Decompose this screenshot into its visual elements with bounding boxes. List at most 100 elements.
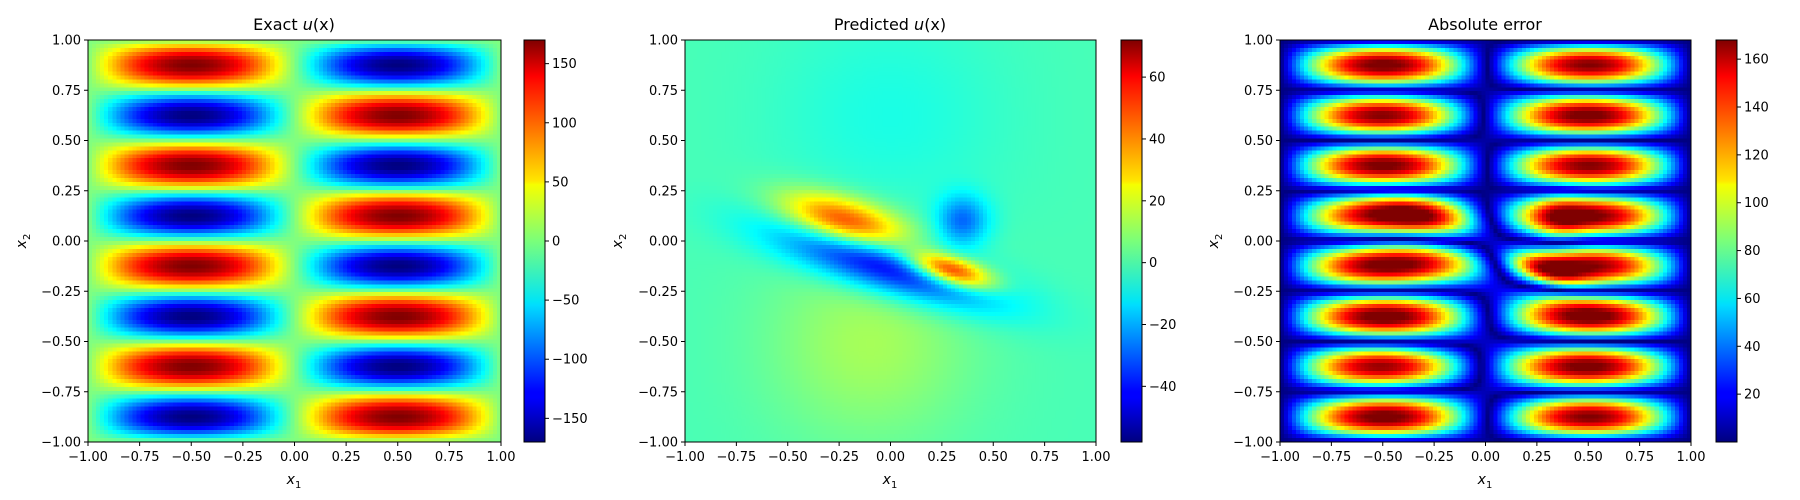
y-tick-label: −0.25 <box>638 285 678 300</box>
y-tick-label: −0.25 <box>1233 285 1273 300</box>
x-tick-label: 0.50 <box>383 450 412 465</box>
panel-title-predicted: Predicted u(x) <box>834 15 946 34</box>
y-tick-label: −0.25 <box>41 285 81 300</box>
y-ticks-absolute-error: −1.00 −0.75 −0.50 −0.25 0.00 0.25 0.50 0.75 1.00 <box>1233 34 1280 451</box>
x-tick-label: −0.25 <box>1414 450 1454 465</box>
x-tick-label: 0.50 <box>979 450 1008 465</box>
x-axis-label-exact: x1 <box>286 472 302 491</box>
x-ticks-absolute-error: −1.00 −0.75 −0.50 −0.25 0.00 0.25 0.50 0.75 1.00 <box>1260 442 1705 465</box>
panel-exact: Exact u(x) −1.00 −0.75 −0.50 −0.25 0.00 0.25 0… <box>14 15 588 491</box>
x-tick-label: −1.00 <box>665 450 705 465</box>
x-tick-label: −0.75 <box>1311 450 1351 465</box>
y-tick-label: 0.00 <box>1244 235 1273 250</box>
x-tick-label: 0.00 <box>876 450 905 465</box>
y-ticks-predicted: −1.00 −0.75 −0.50 −0.25 0.00 0.25 0.50 0.75 1.00 <box>638 34 685 451</box>
y-tick-label: −0.75 <box>638 385 678 400</box>
y-axis-label-predicted: x2 <box>610 234 629 250</box>
x-tick-label: 0.25 <box>927 450 956 465</box>
x-tick-label: 1.00 <box>1677 450 1706 465</box>
y-tick-label: −0.50 <box>1233 335 1273 350</box>
colorbar-ticks-predicted: −40 −20 0 20 40 60 <box>1142 71 1176 395</box>
y-tick-label: 0.50 <box>649 134 678 149</box>
heatmap-canvas-predicted <box>685 40 1096 442</box>
colorbar-absolute-error <box>1715 39 1738 443</box>
x-tick-label: 0.75 <box>1625 450 1654 465</box>
x-tick-label: 0.75 <box>1030 450 1059 465</box>
y-tick-label: 0.25 <box>1244 184 1273 199</box>
y-tick-label: 0.75 <box>1244 84 1273 99</box>
x-tick-label: −0.75 <box>120 450 160 465</box>
colorbar-tick-label: 0 <box>552 235 560 250</box>
y-axis-label-exact: x2 <box>14 234 33 250</box>
y-tick-label: 0.50 <box>52 134 81 149</box>
colorbar-exact <box>523 39 546 443</box>
colorbar-tick-label: 60 <box>1149 71 1166 86</box>
colorbar-tick-label: 120 <box>1744 148 1769 163</box>
colorbar-tick-label: −50 <box>552 294 579 309</box>
colorbar-tick-label: 40 <box>1744 340 1761 355</box>
panel-absolute-error: Absolute error −1.00 −0.75 −0.50 −0.25 0.00 0… <box>1206 15 1769 491</box>
colorbar-tick-label: −150 <box>552 412 588 427</box>
y-tick-label: 0.25 <box>52 184 81 199</box>
y-axis-label-absolute-error: x2 <box>1206 234 1225 250</box>
y-tick-label: 0.75 <box>52 84 81 99</box>
y-tick-label: 1.00 <box>52 34 81 49</box>
y-tick-label: −1.00 <box>638 436 678 451</box>
heatmap-canvas-exact <box>88 40 501 442</box>
x-tick-label: 0.25 <box>1522 450 1551 465</box>
heatmap-canvas-absolute-error <box>1280 40 1691 442</box>
colorbar-tick-label: 60 <box>1744 292 1761 307</box>
heatmap-absolute-error <box>1280 40 1691 442</box>
x-tick-label: 0.00 <box>1471 450 1500 465</box>
colorbar-ticks-exact: −150 −100 −50 0 50 100 150 <box>545 57 588 427</box>
panel-title-exact: Exact u(x) <box>253 15 335 34</box>
colorbar-tick-label: 0 <box>1149 256 1157 271</box>
colorbar-tick-label: 160 <box>1744 53 1769 68</box>
x-axis-label-absolute-error: x1 <box>1477 472 1493 491</box>
x-tick-label: −1.00 <box>68 450 108 465</box>
x-tick-label: −0.50 <box>768 450 808 465</box>
heatmap-exact <box>88 40 501 442</box>
x-tick-label: −1.00 <box>1260 450 1300 465</box>
x-tick-label: −0.50 <box>171 450 211 465</box>
colorbar-tick-label: 40 <box>1149 132 1166 147</box>
y-tick-label: 1.00 <box>1244 34 1273 49</box>
y-tick-label: −0.50 <box>638 335 678 350</box>
x-tick-label: −0.25 <box>819 450 859 465</box>
colorbar-ticks-absolute-error: 20 40 60 80 100 120 140 160 <box>1737 53 1769 403</box>
x-tick-label: −0.25 <box>223 450 263 465</box>
x-tick-label: 0.00 <box>280 450 309 465</box>
colorbar-tick-label: 140 <box>1744 101 1769 116</box>
y-tick-label: 0.75 <box>649 84 678 99</box>
y-tick-label: 0.50 <box>1244 134 1273 149</box>
colorbar-tick-label: −100 <box>552 353 588 368</box>
colorbar-tick-label: 20 <box>1744 388 1761 403</box>
y-tick-label: −1.00 <box>41 436 81 451</box>
y-tick-label: 1.00 <box>649 34 678 49</box>
panel-title-absolute-error: Absolute error <box>1428 15 1542 34</box>
x-tick-label: −0.75 <box>716 450 756 465</box>
x-tick-label: 0.50 <box>1574 450 1603 465</box>
x-tick-label: 1.00 <box>1082 450 1111 465</box>
colorbar-tick-label: −20 <box>1149 318 1176 333</box>
y-tick-label: −0.50 <box>41 335 81 350</box>
x-tick-label: −0.50 <box>1363 450 1403 465</box>
colorbar-tick-label: 100 <box>552 116 577 131</box>
colorbar-tick-label: 80 <box>1744 244 1761 259</box>
y-tick-label: −1.00 <box>1233 436 1273 451</box>
y-tick-label: 0.00 <box>649 235 678 250</box>
colorbar-tick-label: 50 <box>552 175 569 190</box>
colorbar-tick-label: 100 <box>1744 196 1769 211</box>
panel-predicted: Predicted u(x) −1.00 −0.75 −0.50 −0.25 0.00 0… <box>610 15 1176 491</box>
x-ticks-exact: −1.00 −0.75 −0.50 −0.25 0.00 0.25 0.50 0.75 1.00 <box>68 442 515 465</box>
colorbar-predicted <box>1120 39 1143 443</box>
y-tick-label: −0.75 <box>41 385 81 400</box>
x-tick-label: 0.75 <box>435 450 464 465</box>
heatmap-predicted <box>685 40 1096 442</box>
y-ticks-exact: −1.00 −0.75 −0.50 −0.25 0.00 0.25 0.50 0.75 1.00 <box>41 34 88 451</box>
y-tick-label: −0.75 <box>1233 385 1273 400</box>
x-axis-label-predicted: x1 <box>882 472 898 491</box>
x-tick-label: 0.25 <box>332 450 361 465</box>
y-tick-label: 0.25 <box>649 184 678 199</box>
